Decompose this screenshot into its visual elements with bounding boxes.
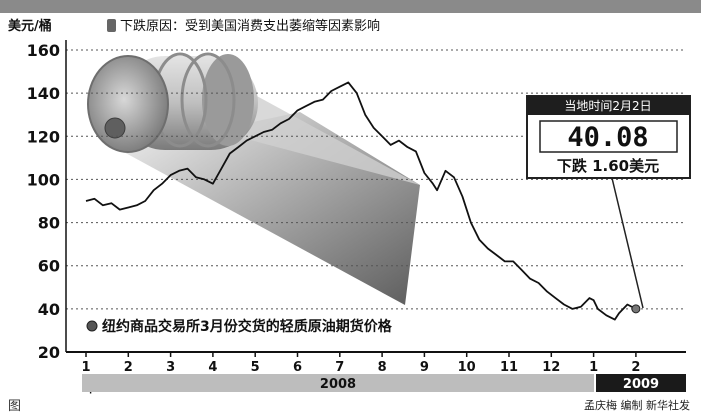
x-tick-label: 5 bbox=[251, 360, 260, 375]
callout-change: 下跌 1.60美元 bbox=[557, 157, 659, 175]
x-tick-label: 10 bbox=[458, 360, 476, 375]
callout-header bbox=[527, 96, 690, 115]
footer-mark: 图 bbox=[8, 399, 21, 414]
year-2008-label: 2008 bbox=[320, 377, 356, 392]
y-tick-label: 40 bbox=[38, 300, 60, 319]
callout-title: 当地时间2月2日 bbox=[564, 99, 651, 113]
chart-title: 下跌原因：受到美国消费支出萎缩等因素影响 bbox=[120, 18, 380, 34]
legend-marker bbox=[86, 320, 98, 332]
legend-label: 纽约商品交易所3月份交货的轻质原油期货价格 bbox=[102, 318, 393, 335]
footer-credit: 孟庆梅 编制 新华社发 bbox=[584, 398, 690, 412]
x-axis: 1 2 3 4 5 6 7 8 9 10 11 12 1 2 bbox=[66, 351, 686, 375]
y-axis: 20 40 60 80 100 120 140 160 bbox=[27, 40, 67, 362]
y-tick-label: 100 bbox=[27, 170, 60, 189]
x-tick-label: 6 bbox=[293, 360, 302, 375]
y-tick-label: 120 bbox=[27, 127, 60, 146]
x-tick-label: 2 bbox=[124, 360, 133, 375]
price-callout: 当地时间2月2日 40.08 下跌 1.60美元 bbox=[526, 95, 691, 309]
x-tick-label: 4 bbox=[208, 360, 217, 375]
barrel-icon bbox=[107, 19, 116, 32]
x-tick-label: 8 bbox=[378, 360, 387, 375]
x-tick-label: 9 bbox=[420, 360, 429, 375]
y-tick-label: 60 bbox=[38, 257, 60, 276]
x-tick-label: 3 bbox=[166, 360, 175, 375]
callout-value: 40.08 bbox=[567, 122, 648, 153]
year-2009-bar bbox=[596, 374, 686, 392]
legend: 纽约商品交易所3月份交货的轻质原油期货价格 bbox=[86, 318, 393, 335]
year-band: 年 2008 2009 bbox=[82, 374, 686, 395]
year-2009-label: 2009 bbox=[623, 377, 659, 392]
x-tick-label: 11 bbox=[500, 360, 518, 375]
series-line bbox=[85, 81, 637, 321]
x-tick-label: 12 bbox=[542, 360, 560, 375]
series-end-point bbox=[631, 304, 641, 314]
series-group bbox=[85, 81, 641, 321]
x-tick-label: 1 bbox=[81, 360, 90, 375]
callout-pointer bbox=[611, 177, 644, 309]
top-band bbox=[0, 0, 701, 13]
x-tick-label: 2 bbox=[631, 360, 640, 375]
x-tick-label: 7 bbox=[335, 360, 344, 375]
oil-barrel-illustration bbox=[87, 52, 420, 305]
y-tick-label: 20 bbox=[38, 343, 60, 362]
x-tick-label: 1 bbox=[589, 360, 598, 375]
y-tick-label: 80 bbox=[38, 214, 60, 233]
title-group: 下跌原因：受到美国消费支出萎缩等因素影响 bbox=[107, 18, 380, 34]
y-tick-label: 160 bbox=[27, 41, 60, 60]
y-tick-label: 140 bbox=[27, 84, 60, 103]
year-2008-bar bbox=[82, 374, 594, 392]
callout-value-box bbox=[539, 120, 678, 153]
y-axis-label: 美元/桶 bbox=[8, 18, 52, 34]
